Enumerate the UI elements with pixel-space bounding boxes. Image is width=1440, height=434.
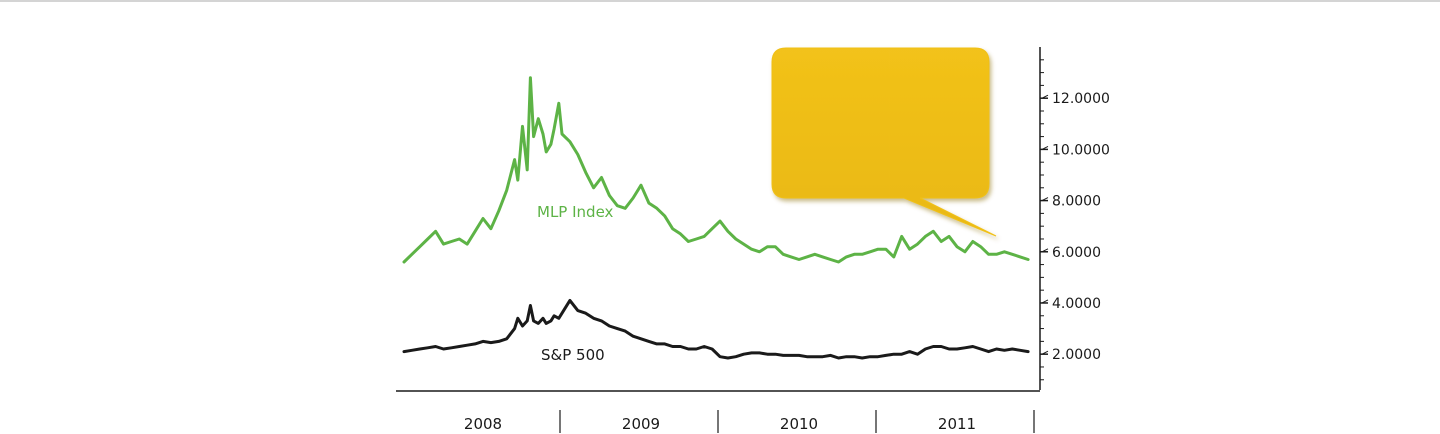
y-tick-flag <box>1041 248 1049 253</box>
series-line-mlp-index <box>402 76 1030 264</box>
x-tick-label: 2011 <box>938 415 976 433</box>
x-tick-label: 2009 <box>622 415 660 433</box>
y-tick-label: 10.0000 <box>1052 142 1110 158</box>
y-tick-label: 6.0000 <box>1052 245 1101 261</box>
y-tick-flag <box>1041 299 1049 304</box>
series-line-sp-500 <box>402 298 1030 360</box>
x-tick-label: 2010 <box>780 415 818 433</box>
y-tick-flag <box>1041 350 1049 355</box>
y-tick-flag <box>1041 94 1049 99</box>
x-tick-label: 2008 <box>464 415 502 433</box>
series-label-sp-500: S&P 500 <box>541 346 605 364</box>
y-tick-flag <box>1041 197 1049 202</box>
callout-bubble <box>771 47 997 237</box>
y-tick-label: 2.0000 <box>1052 347 1101 363</box>
y-tick-label: 8.0000 <box>1052 194 1101 210</box>
series-label-mlp-index: MLP Index <box>537 203 614 221</box>
y-tick-flag <box>1041 145 1049 150</box>
top-border <box>0 0 1440 2</box>
y-tick-label: 4.0000 <box>1052 296 1101 312</box>
y-tick-label: 12.0000 <box>1052 91 1110 107</box>
